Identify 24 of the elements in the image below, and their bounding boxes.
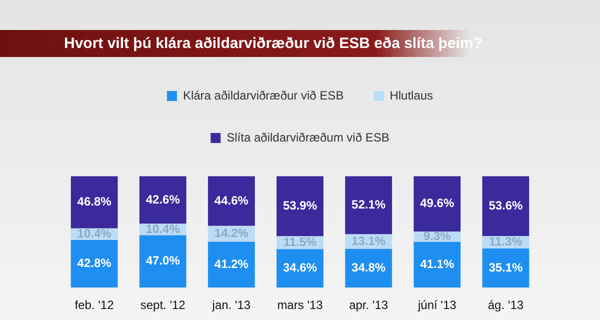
data-label: 41.1% [420,257,454,272]
legend-label: Slíta aðildarviðræðum við ESB [226,130,390,144]
data-label: 53.9% [282,198,318,213]
x-tick-label: sept. '12 [140,298,186,312]
x-tick-label: mars '13 [277,298,324,312]
data-label: 46.8% [77,194,112,209]
data-label: 47.0% [146,254,180,268]
data-label: 53.6% [488,198,524,212]
x-tick-label: apr. '13 [349,298,388,312]
legend-label: Klára aðildarviðræður við ESB [182,88,344,102]
data-label: 34.6% [282,260,318,275]
data-label: 42.6% [146,192,180,206]
x-tick-label: jan. '13 [211,298,251,312]
x-tick-label: júní '13 [416,298,457,312]
data-label: 41.2% [214,256,249,271]
data-label: 34.8% [352,260,386,275]
data-label: 42.8% [77,256,112,270]
data-label: 52.1% [352,198,386,212]
data-label: 49.6% [420,196,454,210]
x-tick-label: ág. '13 [488,298,524,312]
data-label: 44.6% [214,193,249,208]
x-tick-label: feb. '12 [74,298,114,312]
data-label: 35.1% [488,260,524,274]
legend-label: Hlutlaus [390,88,434,102]
